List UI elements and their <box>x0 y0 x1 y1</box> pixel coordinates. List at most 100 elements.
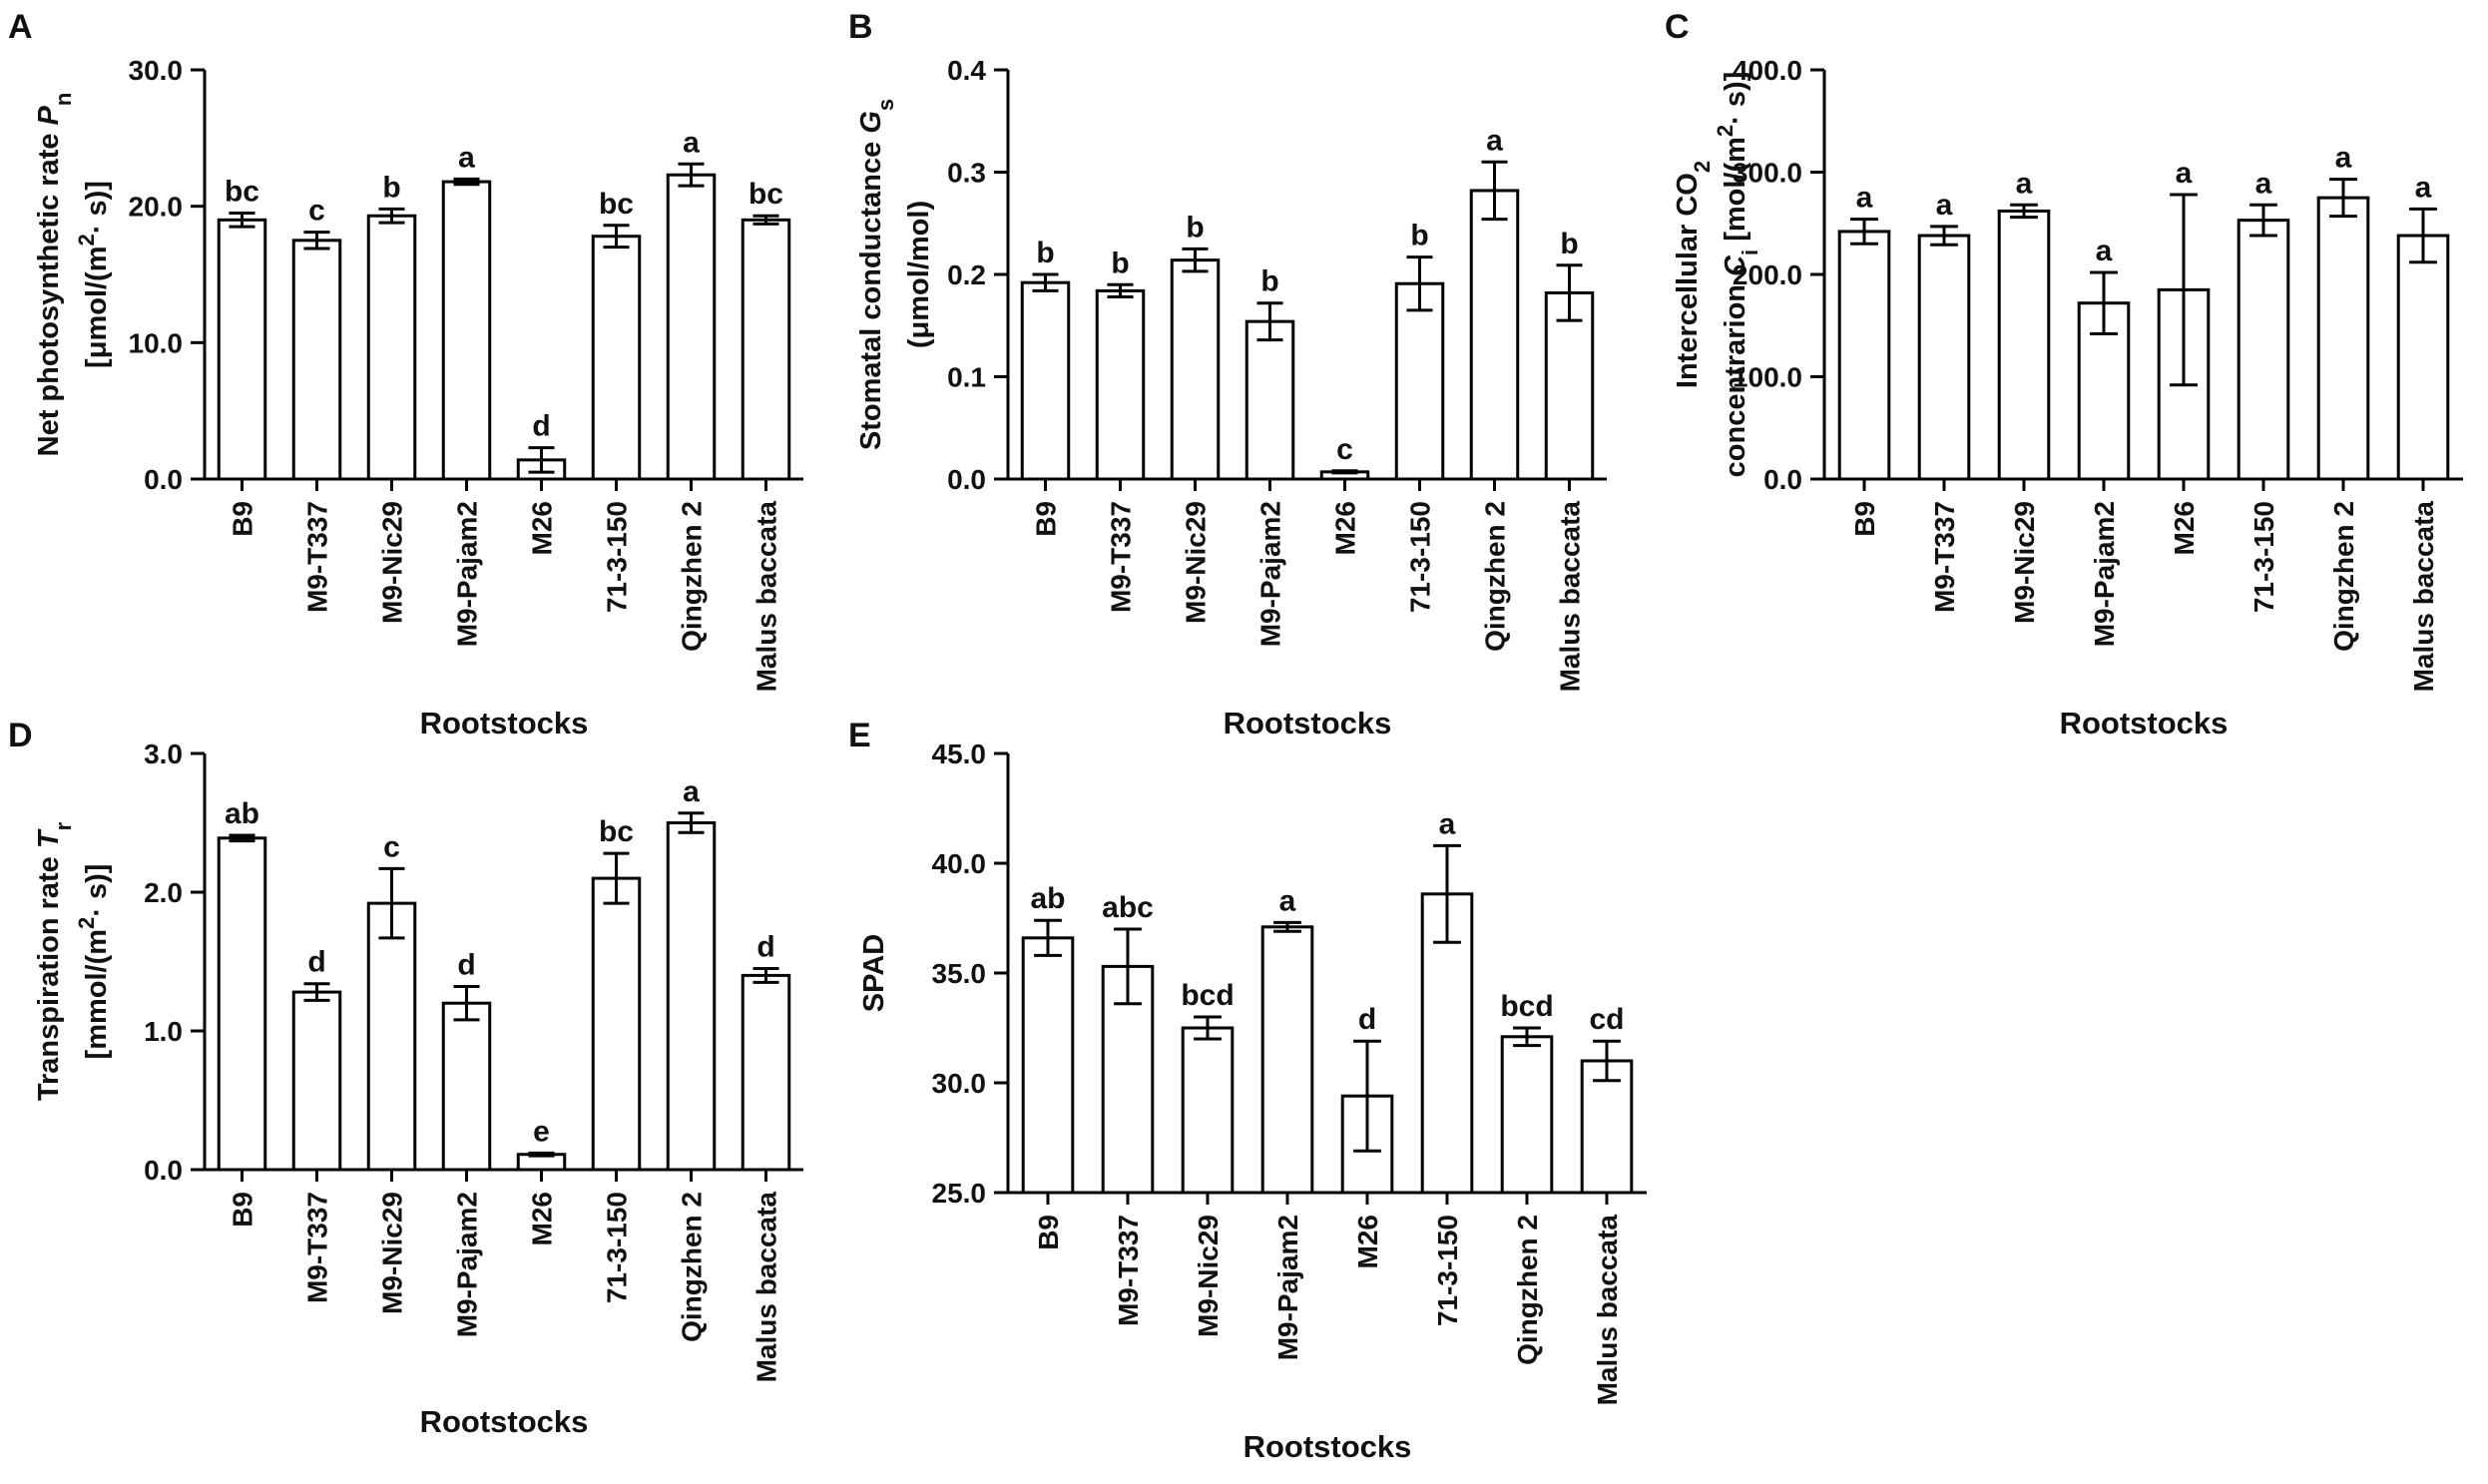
significance-letter: a <box>458 141 475 174</box>
significance-letter: bc <box>599 815 634 848</box>
significance-letter: a <box>2096 235 2113 267</box>
panel-D: D 0.0 1.0 2.0 3.0 Transpiration rate Tr[mmol… <box>8 717 803 1439</box>
x-tick-label: Malus baccata <box>1592 1215 1623 1406</box>
significance-letter: d <box>532 410 550 443</box>
x-tick-label: M9-T337 <box>1113 1215 1144 1326</box>
y-axis-label: Stomatal conductance Gs <box>855 99 898 450</box>
x-axis-label: Rootstocks <box>1224 706 1392 741</box>
x-axis-label: Rootstocks <box>420 1404 589 1439</box>
y-axis-label: SPAD <box>858 934 890 1012</box>
bar <box>2316 196 2370 481</box>
x-tick-label: M9-Nic29 <box>377 501 408 624</box>
significance-letter: d <box>307 946 325 979</box>
x-tick-label: 71-3-150 <box>1432 1215 1463 1326</box>
y-tick-label: 400.0 <box>1733 55 1802 86</box>
x-tick-label: Malus baccata <box>1555 501 1586 693</box>
y-tick-label: 0.4 <box>947 55 986 86</box>
x-tick-label: B9 <box>1033 1215 1064 1250</box>
significance-letter: bcd <box>1181 979 1234 1012</box>
significance-letter: a <box>1856 182 1873 215</box>
panel-E: E 25.0 30.0 35.0 40.0 45.0 SPAD ab B9 abc M9-T337… <box>848 717 1647 1464</box>
x-tick-label: B9 <box>1849 501 1880 537</box>
bar <box>291 990 342 1172</box>
bar <box>1181 1026 1235 1195</box>
x-tick-label: M9-T337 <box>302 1192 333 1303</box>
x-tick-label: M9-T337 <box>302 501 333 613</box>
x-tick-label: 71-3-150 <box>602 501 633 613</box>
significance-letter: b <box>1260 265 1278 298</box>
significance-letter: bcd <box>1500 990 1553 1023</box>
significance-letter: b <box>1036 237 1054 269</box>
significance-letter: a <box>2016 167 2033 200</box>
significance-letter: bc <box>225 176 259 209</box>
x-tick-label: Qingzhen 2 <box>677 1192 708 1342</box>
bar <box>1020 280 1071 481</box>
y-tick-label: 3.0 <box>144 739 183 769</box>
x-tick-label: Malus baccata <box>2408 501 2439 693</box>
y-tick-label: 25.0 <box>932 1178 987 1209</box>
y-axis-label: [mmol/(m2· s)] <box>74 864 114 1060</box>
bar <box>2237 219 2290 481</box>
y-tick-label: 0.0 <box>144 464 183 495</box>
bar <box>217 836 267 1172</box>
bar <box>217 218 267 481</box>
y-tick-label: 40.0 <box>932 848 987 879</box>
x-tick-label: 71-3-150 <box>1405 501 1436 613</box>
x-tick-label: M26 <box>527 501 558 555</box>
significance-letter: c <box>383 830 400 863</box>
x-tick-label: Qingzhen 2 <box>1512 1215 1543 1365</box>
y-tick-label: 0.0 <box>1763 464 1802 495</box>
bar <box>1469 189 1520 481</box>
bar <box>741 973 791 1172</box>
y-tick-label: 0.3 <box>947 158 986 189</box>
significance-letter: d <box>756 930 774 963</box>
bar <box>1544 290 1595 481</box>
significance-letter: a <box>2255 167 2272 200</box>
significance-letter: d <box>457 949 475 982</box>
panel-letter-E: E <box>848 717 871 754</box>
bar <box>1917 234 1971 481</box>
x-tick-label: Malus baccata <box>751 501 782 693</box>
x-tick-label: M9-Pajam2 <box>452 501 483 647</box>
y-tick-label: 0.0 <box>947 464 986 495</box>
y-axis-label: Net photosynthetic rate Pn <box>33 93 76 457</box>
x-tick-label: B9 <box>1031 501 1062 537</box>
y-tick-label: 30.0 <box>932 1068 987 1099</box>
x-tick-label: M9-T337 <box>1106 501 1137 613</box>
y-tick-label: 30.0 <box>129 55 184 86</box>
bar <box>2396 234 2450 481</box>
y-tick-label: 200.0 <box>1733 259 1802 290</box>
x-axis-label: Rootstocks <box>1244 1429 1412 1464</box>
y-tick-label: 20.0 <box>129 192 184 223</box>
significance-letter: a <box>683 775 700 808</box>
bar <box>1997 209 2051 481</box>
x-tick-label: M26 <box>527 1192 558 1245</box>
significance-letter: c <box>1336 433 1353 466</box>
x-tick-label: M9-Pajam2 <box>452 1192 483 1337</box>
bar <box>1500 1035 1554 1195</box>
significance-letter: b <box>1410 220 1428 252</box>
significance-letter: abc <box>1102 891 1154 924</box>
panel-B: B 0.0 0.1 0.2 0.3 0.4 Stomatal conductance Gs… <box>848 8 1607 741</box>
x-tick-label: Qingzhen 2 <box>1480 501 1511 652</box>
x-tick-label: B9 <box>228 501 258 537</box>
y-tick-label: 1.0 <box>144 1016 183 1047</box>
x-tick-label: M26 <box>1352 1215 1383 1268</box>
bar <box>291 239 342 481</box>
x-tick-label: M9-Nic29 <box>1181 501 1212 624</box>
x-tick-label: 71-3-150 <box>2248 501 2279 613</box>
x-tick-label: Malus baccata <box>751 1192 782 1383</box>
x-tick-label: B9 <box>228 1192 258 1228</box>
bar <box>666 821 717 1172</box>
significance-letter: ab <box>1030 882 1065 915</box>
x-tick-label: M9-Pajam2 <box>2089 501 2120 647</box>
bar <box>441 1001 492 1172</box>
y-tick-label: 0.2 <box>947 259 986 290</box>
significance-letter: a <box>1279 884 1296 917</box>
y-tick-label: 10.0 <box>129 327 184 358</box>
significance-letter: b <box>1560 228 1578 260</box>
y-axis-label: Transpiration rate Tr <box>33 821 76 1101</box>
x-tick-label: 71-3-150 <box>602 1192 633 1303</box>
bar <box>1170 258 1221 481</box>
